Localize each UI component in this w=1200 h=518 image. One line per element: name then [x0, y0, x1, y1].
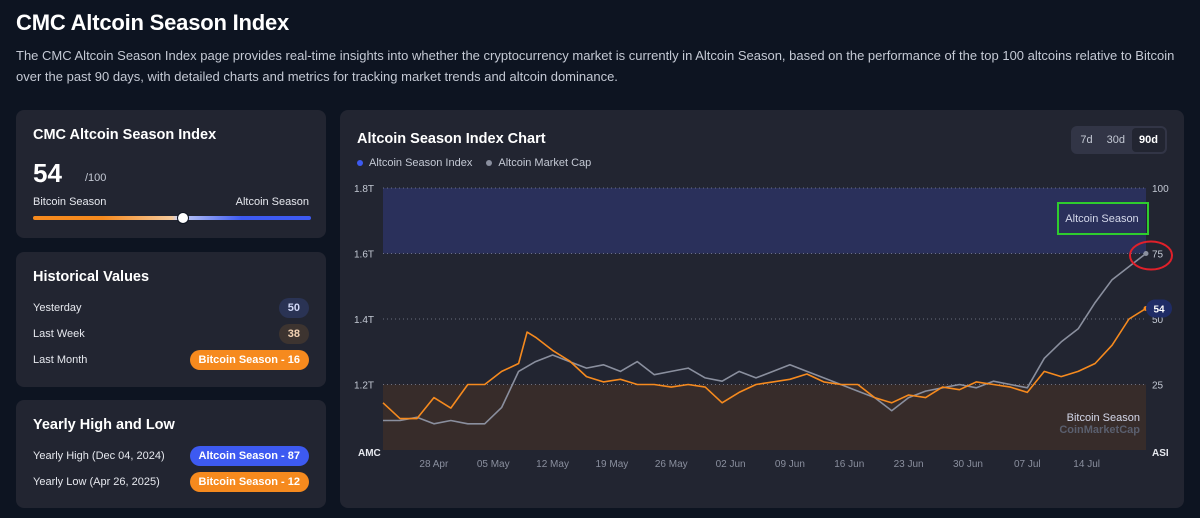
altcoin-season-zone-label: Altcoin Season: [1065, 213, 1138, 225]
x-axis-tick-label: 30 Jun: [953, 459, 983, 470]
x-axis-tick-label: 23 Jun: [894, 459, 924, 470]
left-axis-label: AMC: [358, 448, 381, 459]
x-axis-tick-label: 09 Jun: [775, 459, 805, 470]
chart-legend: Altcoin Season Index Altcoin Market Cap: [357, 157, 591, 169]
x-axis-tick-label: 07 Jul: [1014, 459, 1041, 470]
legend-dot-index: [357, 160, 363, 166]
legend-item-market-cap[interactable]: Altcoin Market Cap: [486, 157, 591, 169]
left-axis-tick-label: 1.8T: [354, 184, 374, 195]
left-axis-tick-label: 1.2T: [354, 381, 374, 392]
series-line-altcoin-index: [382, 307, 1147, 420]
series-line-market-cap: [383, 252, 1147, 425]
historical-row-value: Bitcoin Season - 16: [189, 350, 309, 370]
x-axis-tick-label: 26 May: [655, 459, 688, 470]
right-axis-label: ASI: [1152, 448, 1169, 459]
historical-values-title: Historical Values: [33, 269, 150, 285]
timeframe-selector: 7d 30d 90d: [1071, 126, 1167, 154]
bitcoin-season-zone: [383, 384, 1146, 450]
historical-row-label: Last Month: [33, 354, 88, 366]
altcoin-season-zone: [383, 188, 1146, 254]
coinmarketcap-watermark: CoinMarketCap: [1059, 424, 1140, 436]
altcoin-season-label: Altcoin Season: [235, 196, 309, 208]
yearly-row-label: Yearly High (Dec 04, 2024): [33, 450, 165, 462]
x-axis-tick-label: 28 Apr: [419, 459, 449, 470]
chart-card: Altcoin Season Index Chart 7d 30d 90d Al…: [340, 110, 1184, 508]
index-card-title: CMC Altcoin Season Index: [33, 127, 217, 143]
historical-row-label: Yesterday: [33, 302, 82, 314]
bitcoin-season-label: Bitcoin Season: [33, 196, 107, 208]
x-axis-tick-label: 16 Jun: [834, 459, 864, 470]
yearly-high-low-card: Yearly High and Low Yearly High (Dec 04,…: [16, 400, 326, 508]
chart-plot: 1.8T 1.6T 1.4T 1.2T 100 75 50 25 AMC ASI 28 Apr 05 …: [354, 184, 1173, 470]
legend-dot-market-cap: [486, 160, 493, 166]
yearly-row-value: Bitcoin Season - 12: [189, 472, 309, 492]
timeframe-7d-button[interactable]: 7d: [1080, 134, 1093, 146]
index-last-value-label: 54: [1153, 305, 1165, 316]
right-axis-tick-label: 100: [1152, 184, 1169, 195]
x-axis-tick-label: 19 May: [596, 459, 629, 470]
series-point-index-last: [1143, 306, 1149, 312]
yearly-row-label: Yearly Low (Apr 26, 2025): [33, 476, 160, 488]
historical-row-value: 50: [278, 298, 309, 318]
legend-item-index[interactable]: Altcoin Season Index: [357, 157, 472, 169]
page-title: CMC Altcoin Season Index: [16, 10, 290, 35]
historical-row-label: Last Week: [33, 328, 85, 340]
index-last-value-badge: [1146, 299, 1172, 318]
x-axis-tick-label: 02 Jun: [716, 459, 746, 470]
timeframe-90d-button[interactable]: 90d: [1132, 128, 1165, 152]
series-point-market-cap-last: [1143, 251, 1149, 256]
historical-values-card: Historical Values Yesterday 50 Last Week…: [16, 252, 326, 387]
bitcoin-season-zone-label: Bitcoin Season: [1067, 412, 1140, 424]
index-value: 54: [33, 158, 62, 188]
legend-label-index: Altcoin Season Index: [369, 157, 473, 169]
season-slider-thumb: [177, 212, 190, 224]
altcoin-season-highlight-box: [1057, 202, 1149, 235]
chart-title: Altcoin Season Index Chart: [357, 131, 546, 147]
left-axis-tick-label: 1.6T: [354, 250, 374, 261]
timeframe-30d-button[interactable]: 30d: [1106, 134, 1126, 146]
marker-75-highlight-circle: [1129, 240, 1173, 271]
legend-label-market-cap: Altcoin Market Cap: [498, 157, 592, 169]
x-axis-tick-label: 12 May: [536, 459, 569, 470]
historical-row-value: 38: [278, 324, 309, 344]
index-card: CMC Altcoin Season Index 54 /100 Bitcoin…: [16, 110, 326, 238]
x-axis-tick-label: 05 May: [477, 459, 510, 470]
yearly-high-low-title: Yearly High and Low: [33, 417, 175, 433]
page-description: The CMC Altcoin Season Index page provid…: [16, 48, 1175, 84]
right-axis-tick-label: 25: [1152, 381, 1164, 392]
right-axis-tick-label: 50: [1152, 315, 1164, 326]
left-axis-tick-label: 1.4T: [354, 315, 374, 326]
x-axis-tick-label: 14 Jul: [1073, 459, 1100, 470]
index-max: /100: [85, 172, 107, 184]
yearly-row-value: Altcoin Season - 87: [189, 446, 309, 466]
season-slider-track: [33, 216, 311, 220]
right-axis-tick-label: 75: [1152, 250, 1164, 261]
